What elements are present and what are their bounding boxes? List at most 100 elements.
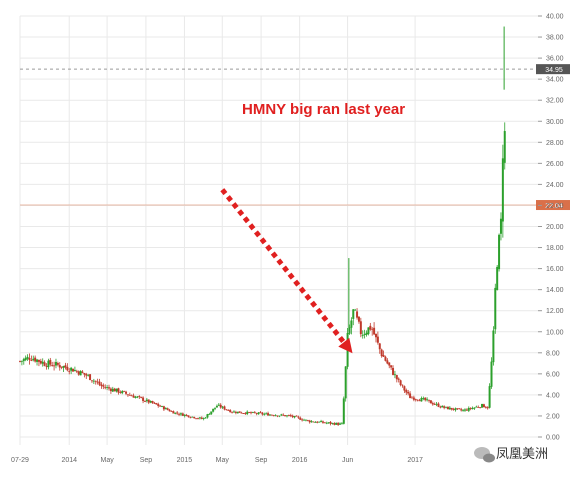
candle-body <box>308 420 311 423</box>
candle-body <box>424 397 427 401</box>
candle-body <box>134 396 137 398</box>
candle-body <box>272 415 275 417</box>
candle-body <box>102 385 105 387</box>
candle-body <box>299 417 302 420</box>
candle-body <box>340 423 343 425</box>
candle-body <box>403 386 406 391</box>
candle-body <box>92 380 95 382</box>
candle-body <box>155 403 158 405</box>
candle-body <box>26 356 29 359</box>
candle-body <box>87 374 90 376</box>
watermark-layer: 凤凰美洲 <box>474 447 548 463</box>
candle-body <box>128 394 131 396</box>
candle-body <box>456 408 459 410</box>
candle-body <box>469 407 472 409</box>
candle-body <box>267 413 270 416</box>
candle-body <box>189 417 192 419</box>
candle-body <box>386 360 389 364</box>
candle-body <box>121 391 124 394</box>
candle-body <box>321 421 324 423</box>
candle-body <box>257 412 260 415</box>
annotation-arrow-shaft <box>220 188 346 344</box>
candle-body <box>62 366 65 368</box>
annotation-text: HMNY big ran last year <box>242 101 405 118</box>
y-tick-label: 4.00 <box>546 392 560 399</box>
candle-body <box>41 361 44 364</box>
y-tick-label: 28.00 <box>546 140 564 147</box>
candle-body <box>49 359 52 365</box>
candle-body <box>503 131 506 163</box>
candle-body <box>301 419 304 421</box>
candle-body <box>251 412 254 413</box>
candle-body <box>312 421 315 423</box>
candle-body <box>376 336 379 343</box>
candle-body <box>140 396 143 398</box>
candle-body <box>77 371 80 375</box>
candle-body <box>414 399 417 400</box>
x-tick-label: 2015 <box>177 457 193 464</box>
candle-body <box>297 416 300 418</box>
y-tick-label: 32.00 <box>546 98 564 105</box>
candle-body <box>53 365 56 367</box>
annotation-arrow-head <box>338 337 353 354</box>
candle-body <box>374 333 377 338</box>
y-tick-label: 30.00 <box>546 119 564 126</box>
candle-body <box>443 406 446 408</box>
candle-body <box>428 399 431 401</box>
y-tick-label: 10.00 <box>546 329 564 336</box>
candle-body <box>181 413 184 416</box>
candle-body <box>284 415 287 417</box>
reference-lines: 34.95 22.04 <box>20 64 570 211</box>
candle-body <box>130 395 133 397</box>
candle-body <box>339 423 342 425</box>
candle-body <box>397 378 400 380</box>
candle-body <box>325 422 328 424</box>
candle-body <box>401 384 404 386</box>
candle-body <box>238 411 241 413</box>
candle-body <box>261 412 264 415</box>
candle-body <box>196 418 199 420</box>
candle-body <box>73 369 76 371</box>
candle-body <box>446 406 449 410</box>
candle-body <box>441 405 444 408</box>
candle-body <box>405 390 408 393</box>
candle-body <box>206 414 209 418</box>
candle-body <box>320 421 323 423</box>
candle-body <box>498 234 501 270</box>
candle-body <box>481 403 484 408</box>
candle-body <box>246 411 249 415</box>
candle-body <box>219 404 222 408</box>
candle-body <box>185 414 188 416</box>
candle-body <box>363 334 366 335</box>
candle-body <box>240 412 243 414</box>
annotation-layer: HMNY big ran last year <box>220 101 405 354</box>
candle-body <box>147 399 150 403</box>
candle-body <box>66 366 69 371</box>
candle-body <box>448 407 451 410</box>
candle-body <box>422 398 425 399</box>
candle-body <box>263 413 266 415</box>
candle-body <box>410 397 413 399</box>
candle-body <box>310 421 313 423</box>
candle-body <box>217 404 220 406</box>
candle-body <box>416 399 419 401</box>
candle-body <box>36 359 39 362</box>
y-tick-label: 8.00 <box>546 350 560 357</box>
candle-body <box>445 406 448 408</box>
candle-body <box>119 392 122 393</box>
candle-body <box>373 327 376 335</box>
x-tick-label: 2016 <box>292 457 308 464</box>
candle-body <box>56 363 59 365</box>
candle-body <box>437 403 440 407</box>
candle-body <box>34 357 37 362</box>
candle-body <box>45 366 48 367</box>
candle-body <box>354 309 357 311</box>
candle-body <box>280 414 283 416</box>
candle-body <box>32 358 35 361</box>
candle-body <box>223 406 226 410</box>
y-tick-label: 40.00 <box>546 14 564 21</box>
candle-body <box>83 372 86 375</box>
candle-body <box>22 359 25 362</box>
candle-body <box>496 266 499 290</box>
candle-body <box>70 367 73 371</box>
